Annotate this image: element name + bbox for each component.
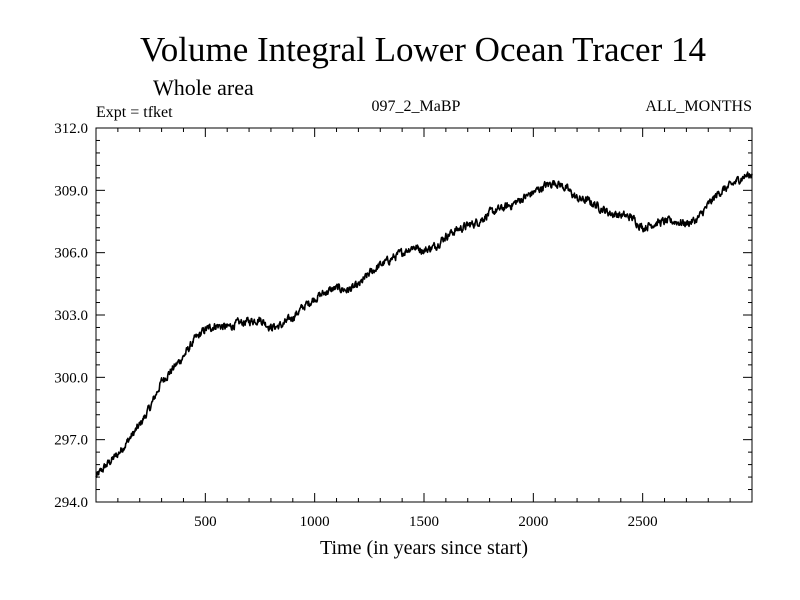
x-tick-label: 500 bbox=[194, 514, 217, 530]
y-tick-label: 300.0 bbox=[54, 370, 88, 386]
period-label: ALL_MONTHS bbox=[645, 98, 752, 115]
y-tick-label: 309.0 bbox=[54, 183, 88, 199]
y-tick-label: 297.0 bbox=[54, 433, 88, 449]
x-tick-label: 2000 bbox=[518, 514, 548, 530]
axis-ticks bbox=[96, 128, 752, 502]
y-tick-label: 312.0 bbox=[54, 121, 88, 137]
y-tick-label: 306.0 bbox=[54, 246, 88, 262]
y-tick-label: 303.0 bbox=[54, 308, 88, 324]
run-label: 097_2_MaBP bbox=[372, 98, 461, 115]
x-tick-label: 1000 bbox=[300, 514, 330, 530]
x-tick-label: 1500 bbox=[409, 514, 439, 530]
tick-labels: 500 1000 1500 2000 2500 294.0 297.0 300.0 303.0 3… bbox=[54, 121, 657, 530]
series-line bbox=[95, 171, 753, 479]
x-tick-label: 2500 bbox=[628, 514, 658, 530]
x-axis-label: Time (in years since start) bbox=[320, 537, 528, 559]
y-tick-label: 294.0 bbox=[54, 495, 88, 511]
chart-subtitle: Whole area bbox=[153, 75, 254, 100]
expt-label: Expt = tfket bbox=[96, 104, 173, 121]
chart-title: Volume Integral Lower Ocean Tracer 14 bbox=[140, 30, 706, 69]
plot-frame bbox=[95, 127, 753, 503]
